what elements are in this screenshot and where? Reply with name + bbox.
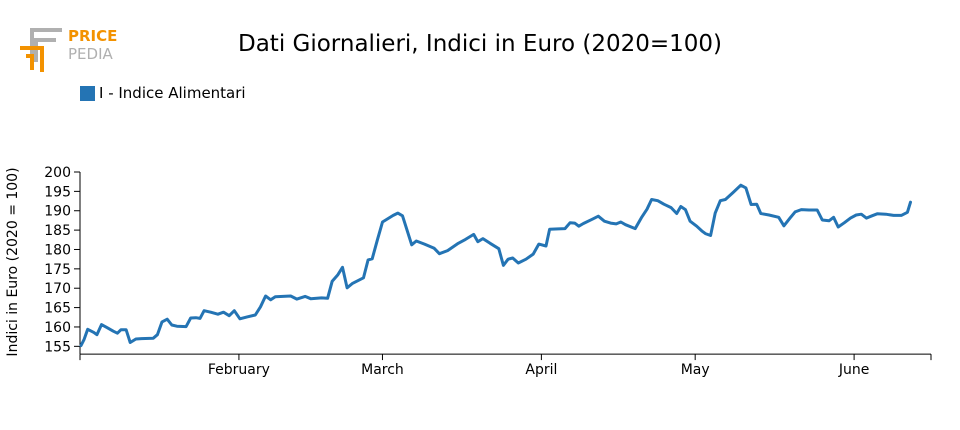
y-tick-label: 165 [44, 301, 71, 317]
y-tick-label: 160 [44, 320, 71, 336]
legend: I - Indice Alimentari [80, 84, 246, 102]
x-tick-label: June [838, 362, 870, 378]
x-tick-label: March [361, 362, 404, 378]
x-axis: February March April May June [79, 353, 932, 378]
y-axis-title: Indici in Euro (2020 = 100) [5, 167, 21, 356]
chart-title: Dati Giornalieri, Indici in Euro (2020=1… [238, 31, 722, 57]
y-tick-label: 195 [44, 184, 71, 200]
x-tick-label: May [681, 362, 710, 378]
logo-text-pedia: PEDIA [68, 45, 113, 63]
pricepedia-logo: PRICE PEDIA [20, 27, 117, 72]
legend-swatch [80, 85, 95, 101]
series-line-indice-alimentari [79, 183, 912, 348]
logo-text-price: PRICE [68, 27, 117, 45]
y-tick-label: 185 [44, 223, 71, 239]
x-tick-label: February [208, 362, 270, 378]
y-tick-label: 175 [44, 262, 71, 278]
y-tick-label: 170 [44, 281, 71, 297]
legend-label: I - Indice Alimentari [99, 84, 246, 102]
y-tick-label: 190 [44, 204, 71, 220]
x-tick-label: April [525, 362, 557, 378]
y-tick-label: 200 [44, 165, 71, 181]
y-tick-label: 180 [44, 242, 71, 258]
y-axis: 155 160 165 170 175 180 185 190 195 200 [44, 165, 81, 355]
y-tick-label: 155 [44, 339, 71, 355]
logo-mark-icon [20, 28, 62, 72]
